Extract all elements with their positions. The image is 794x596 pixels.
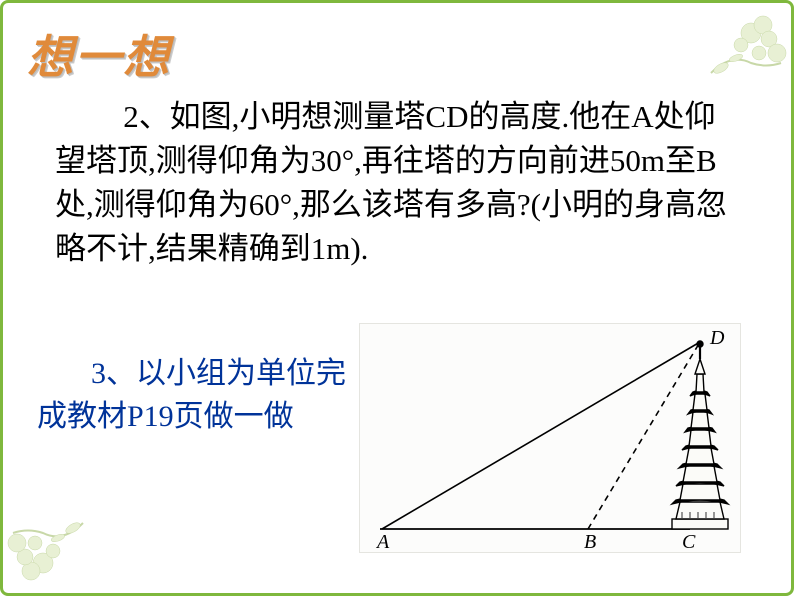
slide: 想一想 2、如图,小明想测量塔CD的高度.他在A处仰望塔顶,测得仰角为30°,再… — [0, 0, 794, 596]
point-a-label: A — [375, 531, 390, 553]
point-d-label: D — [709, 327, 725, 349]
problem-3-content: 3、以小组为单位完成教材P19页做一做 — [37, 357, 346, 433]
point-b-label: B — [584, 531, 596, 553]
tower-diagram: A B C D — [359, 323, 741, 553]
slide-title: 想一想 — [27, 21, 171, 87]
problem-3-text: 3、以小组为单位完成教材P19页做一做 — [37, 353, 347, 438]
problem-2-content: 2、如图,小明想测量塔CD的高度.他在A处仰望塔顶,测得仰角为30°,再往塔的方… — [55, 99, 727, 266]
flower-deco-bottom-left — [3, 513, 143, 593]
pagoda-icon — [672, 341, 728, 529]
point-c-label: C — [682, 531, 696, 553]
flower-deco-top-right — [651, 3, 791, 83]
problem-2-text: 2、如图,小明想测量塔CD的高度.他在A处仰望塔顶,测得仰角为30°,再往塔的方… — [55, 95, 739, 271]
